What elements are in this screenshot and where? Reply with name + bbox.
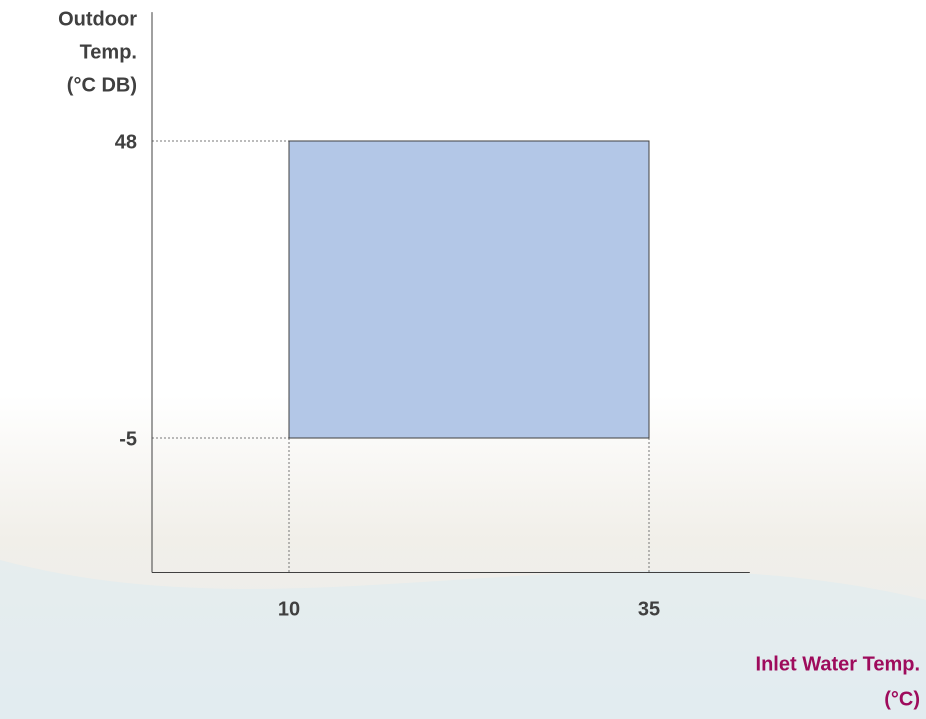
x-axis-label: Inlet Water Temp. <box>756 653 920 675</box>
x-axis-label: (°C) <box>884 688 920 710</box>
range-area <box>288 140 650 439</box>
x-tick-label: 35 <box>638 598 660 620</box>
y-axis-label: (°C DB) <box>67 74 137 96</box>
background-wave <box>0 560 926 719</box>
y-axis-label: Temp. <box>80 41 137 63</box>
x-tick-label: 10 <box>278 598 300 620</box>
y-tick-label: -5 <box>119 428 137 450</box>
y-axis-label: Outdoor <box>58 8 137 30</box>
y-tick-label: 48 <box>115 131 137 153</box>
